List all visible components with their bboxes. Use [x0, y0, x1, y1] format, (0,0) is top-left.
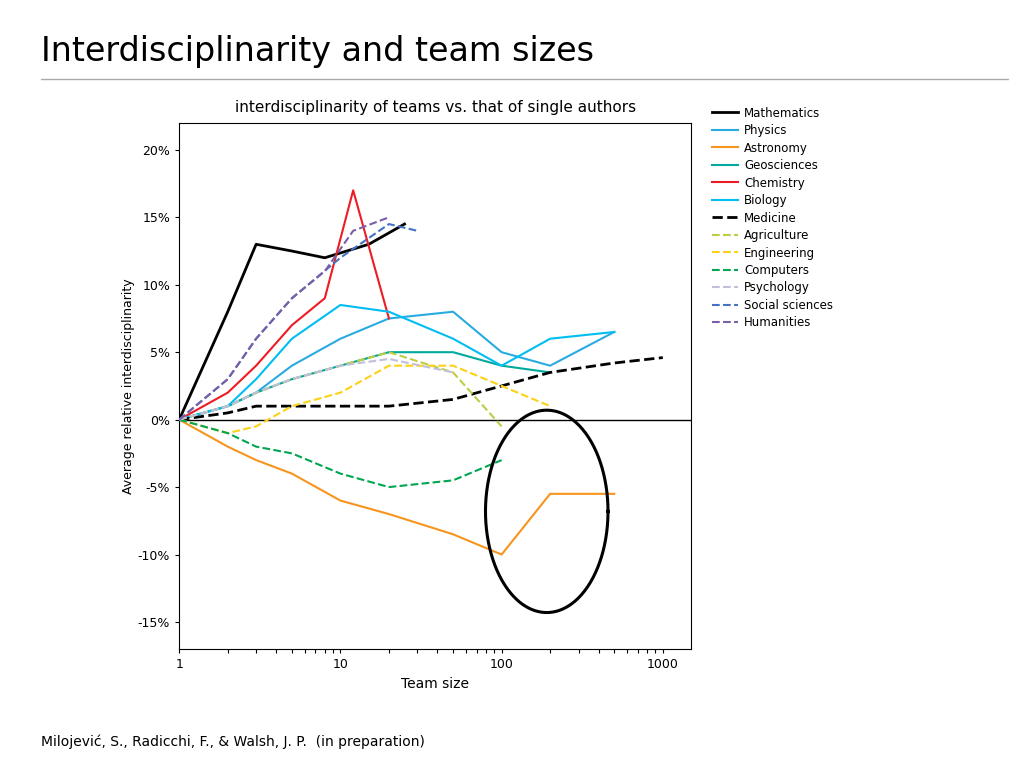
Y-axis label: Average relative interdisciplinarity: Average relative interdisciplinarity	[122, 278, 135, 494]
Text: Milojević, S., Radicchi, F., & Walsh, J. P.  (in preparation): Milojević, S., Radicchi, F., & Walsh, J.…	[41, 734, 425, 749]
Title: interdisciplinarity of teams vs. that of single authors: interdisciplinarity of teams vs. that of…	[234, 100, 636, 114]
Legend: Mathematics, Physics, Astronomy, Geosciences, Chemistry, Biology, Medicine, Agri: Mathematics, Physics, Astronomy, Geoscie…	[708, 102, 838, 334]
Text: Interdisciplinarity and team sizes: Interdisciplinarity and team sizes	[41, 35, 594, 68]
X-axis label: Team size: Team size	[401, 677, 469, 690]
